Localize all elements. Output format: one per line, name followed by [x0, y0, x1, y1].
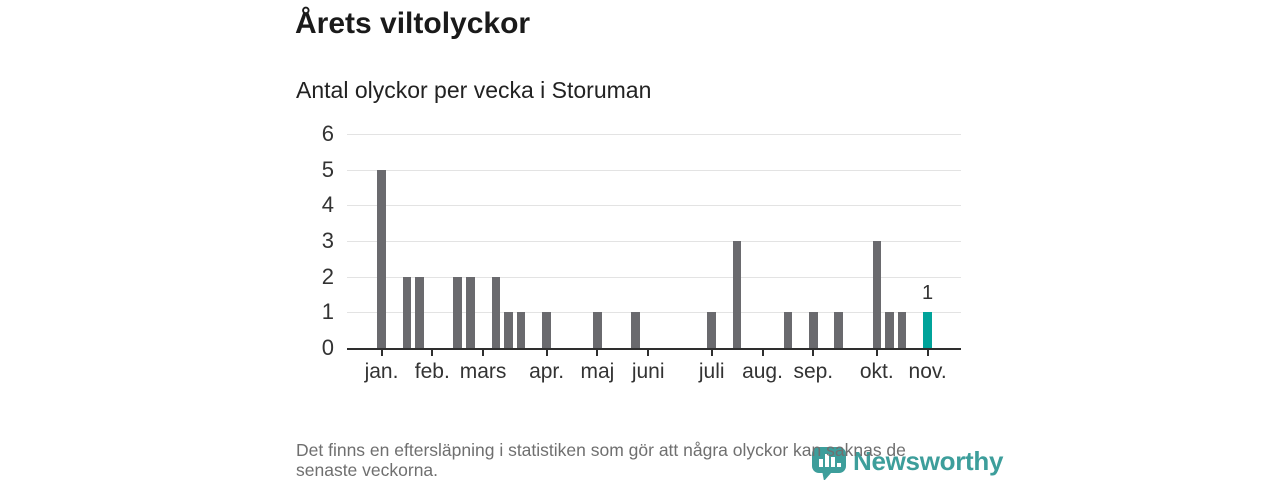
bar [466, 276, 475, 348]
bar [834, 312, 843, 348]
y-tick-label: 3 [321, 227, 334, 253]
x-tick-label: aug. [742, 360, 783, 383]
x-tick [482, 350, 485, 356]
chart-title: Årets viltolyckor [295, 7, 531, 40]
bar [809, 312, 818, 348]
chart-subtitle: Antal olyckor per vecka i Storuman [296, 77, 652, 103]
y-tick-label: 4 [321, 192, 334, 218]
footnote: Det finns en eftersläpning i statistiken… [296, 440, 906, 480]
bar [783, 312, 793, 348]
plot-area: jan. feb. mars apr. maj juni juli aug. sep. okt. n… [347, 133, 961, 383]
x-tick-label: mars [459, 360, 507, 383]
bar [402, 276, 412, 348]
gridline [347, 276, 961, 278]
x-tick [710, 350, 713, 356]
x-tick [596, 350, 599, 356]
bar [377, 169, 386, 348]
x-tick-label: apr. [529, 360, 565, 383]
x-tick [647, 350, 650, 356]
gridline [347, 133, 961, 135]
gridline [347, 169, 961, 171]
y-tick-label: 6 [321, 120, 334, 146]
x-tick-label: maj [580, 360, 615, 383]
x-tick-label: jan. [364, 360, 399, 383]
x-tick [545, 350, 548, 356]
x-tick-label: feb. [414, 360, 450, 383]
x-tick-label: okt. [859, 360, 894, 383]
x-tick-label: juli [698, 360, 725, 383]
bar [542, 312, 551, 348]
bar [872, 240, 882, 348]
bar [516, 312, 526, 348]
bar [453, 276, 462, 348]
y-tick-label: 0 [321, 335, 334, 360]
y-tick-label: 2 [321, 263, 334, 289]
newsworthy-logo-text: Newsworthy [853, 446, 1004, 476]
bar [593, 312, 602, 348]
y-tick-label: 1 [321, 299, 334, 325]
x-tick [875, 350, 878, 356]
gridline [347, 312, 961, 314]
x-tick [761, 350, 764, 356]
x-tick [812, 350, 815, 356]
bar-highlighted [923, 312, 932, 348]
x-tick-label: sep. [793, 360, 834, 383]
gridline [347, 205, 961, 207]
bar [631, 312, 640, 348]
bar [504, 312, 513, 348]
bar [732, 240, 742, 348]
bar-value-label: 1 [922, 282, 934, 305]
newsworthy-logo: Newsworthy [812, 444, 1003, 480]
bar [491, 276, 501, 348]
x-tick [380, 350, 383, 356]
footnote-line-1: Det finns en eftersläpning i statistiken… [296, 440, 906, 460]
bar [415, 276, 424, 348]
x-tick [926, 350, 929, 356]
footnote-line-2: senaste veckorna. [296, 460, 439, 480]
gridline [347, 240, 961, 242]
bar [897, 312, 907, 348]
y-tick-label: 5 [321, 156, 334, 182]
bar [707, 312, 716, 348]
x-tick-label: juni [631, 360, 665, 383]
x-tick [431, 350, 434, 356]
bar [885, 312, 894, 348]
x-tick-label: nov. [908, 360, 947, 383]
newsworthy-logo-icon [812, 447, 846, 480]
